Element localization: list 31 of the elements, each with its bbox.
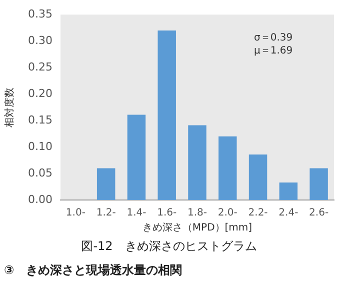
y-tick-label: 0.10 — [28, 140, 52, 153]
x-tick-label: 1.8- — [187, 208, 208, 219]
y-tick-label: 0.30 — [28, 34, 52, 47]
x-tick-label: 1.4- — [126, 208, 147, 219]
y-axis-title: 相対度数 — [4, 87, 16, 128]
y-tick-label: 0.20 — [28, 86, 52, 100]
y-tick-label: 0.15 — [28, 113, 52, 126]
bar — [248, 154, 268, 200]
bar — [279, 182, 298, 200]
bar — [127, 114, 146, 200]
text: ③ きめ深さと現場透水量の相関 — [4, 262, 182, 279]
y-tick-label: 0.25 — [28, 60, 52, 74]
y-tick-label: 0.00 — [28, 192, 52, 206]
text: 図-12 きめ深さのヒストグラム — [80, 238, 258, 255]
bar — [188, 125, 206, 200]
x-tick-label: 2.4- — [278, 208, 299, 219]
y-tick-label: 0.35 — [28, 7, 52, 20]
annotation: σ＝0.39 — [254, 32, 293, 44]
x-tick-label: 1.0- — [66, 208, 86, 219]
x-tick-label: 2.0- — [218, 208, 238, 219]
bar — [218, 136, 237, 200]
x-axis-title: きめ深さ（MPD）[mm] — [142, 222, 252, 234]
y-tick-label: 0.05 — [28, 166, 52, 180]
x-tick-label: 1.2- — [96, 208, 116, 219]
x-tick-label: 1.6- — [157, 208, 177, 219]
annotation: μ＝1.69 — [254, 46, 293, 57]
x-tick-label: 2.6- — [309, 208, 329, 219]
bar — [96, 168, 116, 200]
x-tick-label: 2.2- — [248, 208, 268, 219]
bar — [158, 30, 176, 200]
bar — [310, 168, 328, 200]
